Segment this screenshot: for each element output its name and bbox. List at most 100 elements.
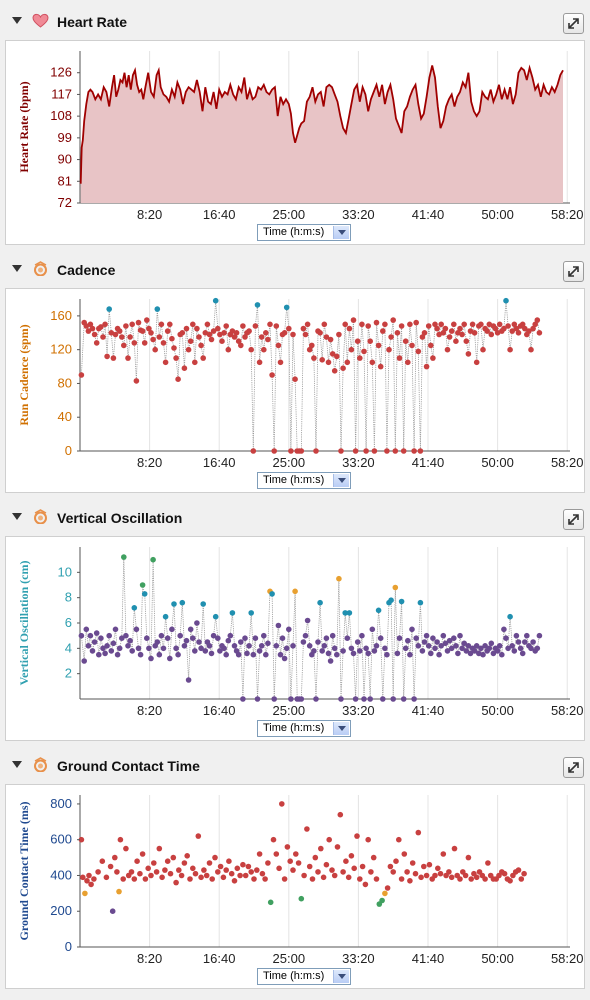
data-point [371,648,378,654]
data-point [436,651,442,658]
data-point [89,325,96,332]
data-point [244,650,250,657]
data-point [109,908,116,914]
data-point [148,655,154,662]
data-point [215,635,221,641]
data-point [390,696,397,702]
data-point [175,651,181,658]
expand-button[interactable] [563,13,584,34]
data-point [402,338,409,344]
data-point [160,645,167,652]
data-point [400,448,407,454]
data-point [486,645,493,652]
data-point [240,861,246,868]
data-point [448,645,455,652]
data-point [334,844,341,850]
data-point [384,651,390,658]
data-point [123,323,129,329]
data-point [468,876,475,882]
expand-button[interactable] [563,509,584,530]
data-point [269,591,275,597]
data-point [380,696,386,702]
data-point [91,639,98,645]
data-point [198,874,204,881]
data-point [354,639,361,645]
data-point [256,359,263,366]
data-point [190,865,196,872]
data-point [288,696,294,702]
data-point [352,696,359,702]
data-point [461,640,468,647]
data-point [221,645,227,652]
data-point [292,588,298,595]
dropdown-arrow-icon[interactable] [333,226,349,239]
data-point [177,632,183,639]
data-point [465,854,472,861]
dropdown-arrow-icon[interactable] [333,474,349,487]
x-tick-label: 25:00 [273,703,306,718]
data-point [220,874,227,881]
data-point [304,617,311,624]
data-point [170,854,177,861]
data-point [507,878,513,884]
data-point [331,872,338,879]
time-axis-select[interactable]: Time (h:m:s) [257,968,351,985]
data-point [167,870,174,877]
data-point [275,622,282,629]
x-tick-label: 8:20 [137,455,162,470]
data-point [329,867,335,873]
data-point [194,620,200,626]
data-point [192,648,198,654]
time-axis-select[interactable]: Time (h:m:s) [257,720,351,737]
data-point [336,331,342,338]
data-point [190,635,196,641]
data-point [200,601,206,607]
data-point [359,632,365,639]
data-point [446,637,453,644]
dropdown-arrow-icon[interactable] [333,970,349,983]
collapse-triangle-icon[interactable] [12,265,22,272]
data-point [286,626,292,633]
collapse-triangle-icon[interactable] [12,17,22,24]
data-point [206,860,213,866]
data-point [423,363,430,370]
data-point [350,317,357,323]
data-point [459,331,465,338]
data-point [522,639,528,645]
data-point [465,351,472,357]
data-point [110,640,117,647]
y-tick-label: 4 [65,640,72,655]
data-point [343,858,349,864]
data-point [480,651,486,658]
expand-button[interactable] [563,757,584,778]
data-point [451,845,458,852]
data-point [125,355,131,361]
data-point [325,359,332,366]
data-point [293,851,299,857]
data-point [323,635,330,641]
data-point [184,853,190,859]
x-tick-label: 8:20 [137,951,162,966]
time-axis-select-label: Time (h:m:s) [263,722,325,734]
dropdown-arrow-icon[interactable] [333,722,349,735]
time-axis-select[interactable]: Time (h:m:s) [257,472,351,489]
data-point [267,321,273,328]
expand-arrows-icon [568,762,579,773]
data-point [283,304,290,311]
data-point [223,867,229,873]
data-point [315,639,321,645]
data-point [409,342,415,349]
data-point [417,599,424,606]
time-axis-select[interactable]: Time (h:m:s) [257,224,351,241]
collapse-triangle-icon[interactable] [12,761,22,768]
expand-button[interactable] [563,261,584,282]
data-point [311,355,317,361]
data-point [432,645,438,652]
y-tick-label: 2 [65,666,72,681]
data-point [85,328,92,334]
data-point [463,648,470,654]
data-point [365,650,372,657]
x-tick-label: 16:40 [203,703,236,718]
series-line [79,64,564,184]
collapse-triangle-icon[interactable] [12,513,22,520]
